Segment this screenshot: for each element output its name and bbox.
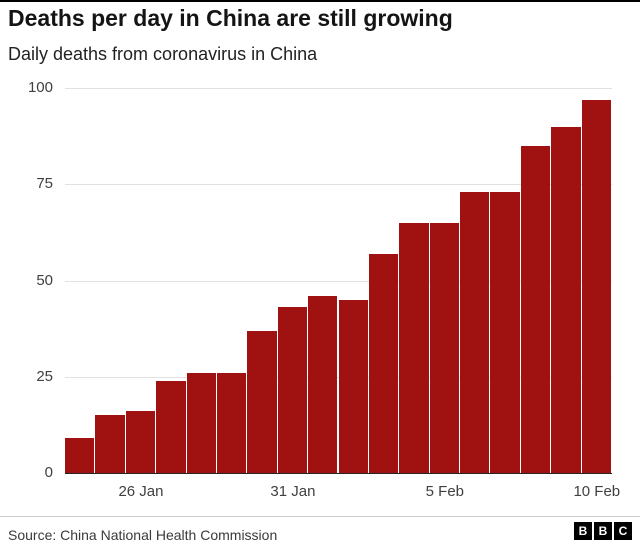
bar-1-feb	[308, 295, 338, 473]
bar-6-feb	[460, 191, 490, 473]
bar-31-jan	[277, 307, 308, 473]
bar-25-jan	[95, 415, 125, 473]
bar-2-feb	[338, 299, 368, 473]
y-axis-tick-label: 25	[36, 367, 53, 385]
bbc-logo-letter: B	[574, 522, 592, 540]
bar-27-jan	[156, 380, 186, 473]
y-axis-tick-label: 0	[44, 464, 53, 481]
footer-divider	[0, 516, 640, 517]
x-axis-tick-label: 26 Jan	[118, 483, 164, 500]
gridline	[65, 88, 612, 89]
bar-28-jan	[186, 372, 216, 473]
bar-24-jan	[65, 438, 95, 473]
bar-29-jan	[216, 372, 247, 473]
top-rule	[0, 0, 640, 2]
bar-10-feb	[581, 99, 611, 473]
x-axis-tick-label: 10 Feb	[573, 483, 621, 500]
y-axis-tick-label: 50	[36, 271, 53, 289]
bar-7-feb	[490, 191, 520, 473]
chart-subtitle: Daily deaths from coronavirus in China	[8, 44, 318, 64]
bbc-logo-letter: C	[614, 522, 632, 540]
bbc-logo-letter: B	[594, 522, 612, 540]
gridline	[65, 280, 612, 282]
plot-area: 0 25 50 75 100 26 Jan 31 Jan 5 Feb 10 Feb	[28, 79, 620, 500]
bar-5-feb	[429, 222, 460, 473]
bar-30-jan	[247, 330, 277, 473]
bar-3-feb	[368, 253, 399, 473]
source-label: Source: China National Health Commission	[8, 527, 278, 543]
bar-8-feb	[520, 145, 551, 473]
bar-26-jan	[125, 411, 156, 473]
y-axis-tick-label: 100	[27, 79, 53, 96]
chart-title: Deaths per day in China are still growin…	[8, 5, 453, 31]
x-axis-tick-label: 31 Jan	[270, 483, 316, 500]
y-axis-tick-label: 75	[36, 175, 53, 193]
bar-9-feb	[551, 126, 581, 473]
gridline	[65, 184, 612, 186]
bar-4-feb	[399, 222, 429, 473]
x-axis-tick-label: 5 Feb	[425, 483, 465, 500]
